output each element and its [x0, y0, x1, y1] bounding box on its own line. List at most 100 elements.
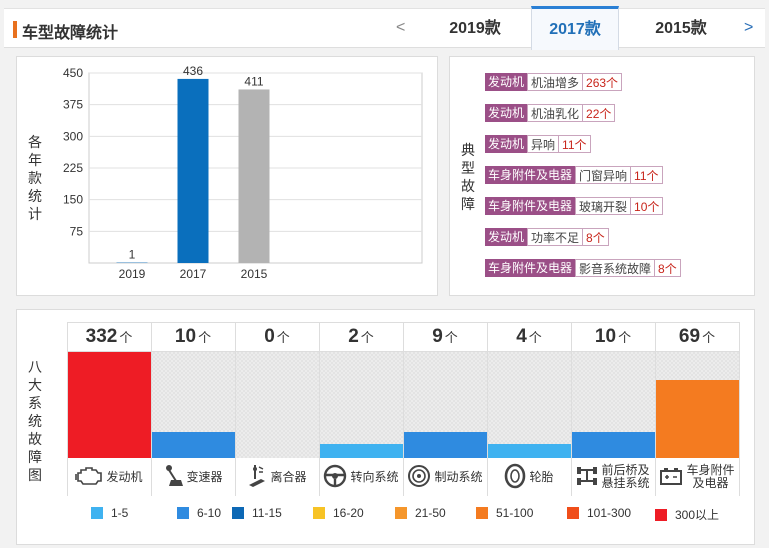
fault-item[interactable]: 发动机 机油增多 263个 — [485, 73, 623, 91]
fault-system-tag: 发动机 — [485, 104, 528, 122]
count-unit: 个 — [528, 330, 542, 345]
column-divider — [571, 322, 572, 496]
count-unit: 个 — [276, 330, 290, 345]
tab-2017[interactable]: 2017款 — [531, 6, 619, 50]
count-number: 10 — [174, 326, 197, 347]
title-accent — [13, 21, 17, 38]
legend-item: 16-20 — [313, 506, 364, 520]
system-fault-count: 10 个 — [571, 322, 655, 350]
legend-swatch — [655, 508, 667, 521]
system-fault-count: 10 个 — [151, 322, 235, 350]
system-name: 制动系统 — [434, 469, 483, 484]
system-bar-fill — [319, 444, 403, 458]
system-bar-track — [67, 352, 151, 458]
fault-description: 门窗异响 — [575, 166, 631, 184]
legend-item: 11-15 — [232, 506, 282, 520]
page-title: 车型故障统计 — [22, 25, 119, 42]
typical-faults-panel: 典型故障 发动机 机油增多 263个 发动机 机油乳化 22个 发动机 异响 11个 车身附件及电… — [449, 56, 755, 296]
count-number: 69 — [678, 326, 701, 347]
data-label-2019: 1 — [129, 248, 136, 262]
fault-count: 22个 — [582, 104, 616, 122]
tab-2019[interactable]: 2019款 — [449, 20, 501, 37]
fault-system-tag: 车身附件及电器 — [485, 259, 576, 277]
fault-system-tag: 车身附件及电器 — [485, 197, 576, 215]
fault-system-tag: 车身附件及电器 — [485, 166, 576, 184]
system-name: 前后桥及 悬挂系统 — [601, 463, 650, 490]
column-divider — [403, 322, 404, 496]
legend-label: 51-100 — [496, 506, 534, 520]
tab-2015[interactable]: 2015款 — [655, 20, 707, 37]
battery-icon — [659, 466, 683, 489]
steering-wheel-icon — [323, 464, 347, 491]
column-divider — [487, 322, 488, 496]
system-bar-track — [151, 352, 235, 458]
y-tick-label: 300 — [63, 129, 83, 143]
legend-label: 11-15 — [252, 506, 282, 520]
legend-swatch — [313, 507, 325, 519]
column-divider — [319, 322, 320, 496]
legend-label: 101-300 — [587, 506, 632, 520]
fault-description: 影音系统故障 — [575, 259, 655, 277]
brake-disc-icon — [407, 464, 431, 491]
legend-label: 300以上 — [675, 508, 720, 522]
legend-swatch — [567, 507, 579, 519]
year-bar-chart: 75 150 225 300 375 450 1 2019 436 2017 411 2015 — [63, 64, 423, 281]
bar-2015[interactable] — [238, 89, 270, 263]
fault-system-tag: 发动机 — [485, 228, 528, 246]
legend-label: 16-20 — [333, 506, 364, 520]
count-number: 2 — [348, 326, 359, 347]
legend-item: 1-5 — [91, 506, 128, 520]
count-number: 4 — [516, 326, 527, 347]
fault-system-tag: 发动机 — [485, 135, 528, 153]
legend-swatch — [395, 507, 407, 519]
system-fault-count: 332 个 — [67, 322, 151, 350]
fault-item[interactable]: 车身附件及电器 玻璃开裂 10个 — [485, 197, 664, 215]
fault-item[interactable]: 发动机 功率不足 8个 — [485, 228, 609, 246]
tire-icon — [504, 463, 526, 492]
fault-item[interactable]: 车身附件及电器 门窗异响 11个 — [485, 166, 663, 184]
legend-label: 1-5 — [111, 506, 129, 520]
eight-systems-side-label: 八大系统故障图 — [28, 359, 42, 483]
count-number: 332 — [85, 326, 118, 347]
legend-swatch — [91, 507, 103, 519]
fault-description: 机油增多 — [527, 73, 583, 91]
fault-count: 11个 — [558, 135, 591, 153]
count-number: 9 — [432, 326, 443, 347]
prev-year-arrow[interactable]: < — [396, 19, 406, 36]
y-tick-label: 150 — [63, 193, 83, 207]
system-name: 离合器 — [270, 469, 307, 484]
fault-item[interactable]: 发动机 机油乳化 22个 — [485, 104, 616, 122]
fault-item[interactable]: 发动机 异响 11个 — [485, 135, 591, 153]
fault-description: 机油乳化 — [527, 104, 583, 122]
fault-count: 263个 — [582, 73, 623, 91]
count-unit: 个 — [444, 330, 458, 345]
column-divider — [739, 322, 740, 496]
next-year-arrow[interactable]: > — [744, 19, 754, 36]
legend-swatch — [177, 507, 189, 519]
system-name: 变速器 — [186, 469, 223, 484]
system-bar-fill — [571, 432, 655, 458]
system-bar-fill — [151, 432, 235, 458]
legend-item: 101-300 — [567, 506, 631, 520]
count-unit: 个 — [198, 330, 212, 345]
system-bar-track — [571, 352, 655, 458]
eight-systems-panel: 八大系统故障图 332 个发动机 10 个变速器 0 个离合器 2 个转向系统 9 个制动系统 4 个… — [16, 309, 755, 545]
system-name: 发动机 — [106, 469, 143, 484]
legend-item: 21-50 — [395, 506, 446, 520]
system-label: 轮胎 — [487, 458, 571, 496]
engine-icon — [75, 465, 103, 490]
data-label-2017: 436 — [183, 64, 203, 78]
fault-count: 10个 — [630, 197, 664, 215]
system-bar-fill — [67, 352, 151, 458]
system-bar-track — [655, 352, 739, 458]
legend-label: 21-50 — [415, 506, 446, 520]
fault-item[interactable]: 车身附件及电器 影音系统故障 8个 — [485, 259, 681, 277]
x-tick-label-2019: 2019 — [119, 267, 146, 281]
system-bar-track — [235, 352, 319, 458]
system-fault-count: 69 个 — [655, 322, 739, 350]
y-tick-label: 375 — [63, 98, 83, 112]
bar-2017[interactable] — [177, 78, 209, 264]
